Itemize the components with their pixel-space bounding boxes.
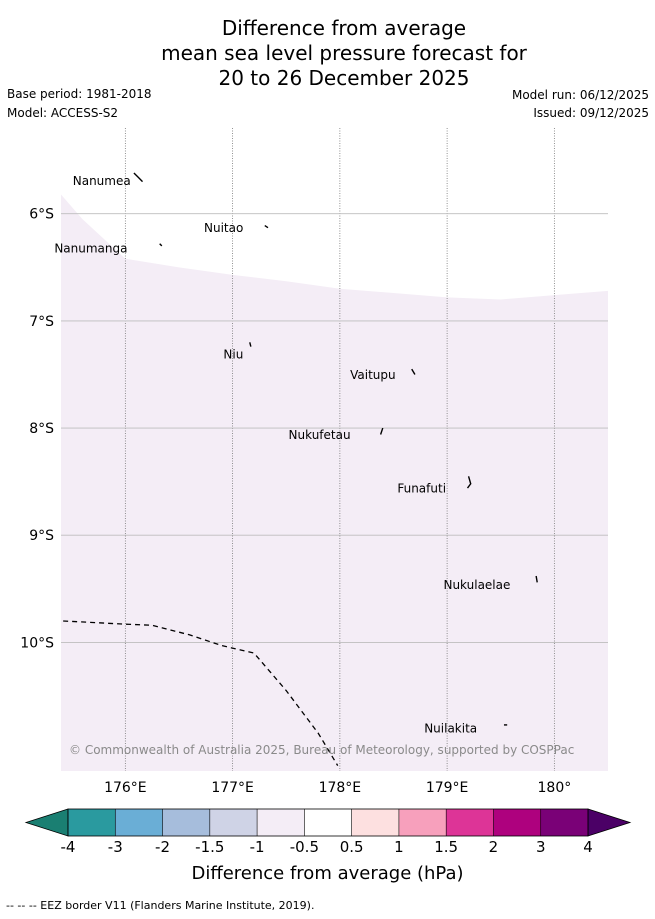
colorbar-tick-label: 0.5 xyxy=(339,838,364,856)
colorbar-segment xyxy=(257,809,305,836)
island-label: Nuilakita xyxy=(424,721,477,735)
colorbar-segment xyxy=(68,809,116,836)
base-period: Base period: 1981-2018 xyxy=(7,87,152,101)
colorbar-segment xyxy=(540,809,588,836)
lon-tick-label: 180° xyxy=(538,780,572,796)
eez-border-line xyxy=(63,620,339,766)
colorbar-label: Difference from average (hPa) xyxy=(191,863,464,884)
island-label: Nukulaelae xyxy=(443,578,510,592)
colorbar-tick-label: -1.5 xyxy=(195,838,225,856)
issued-date: Issued: 09/12/2025 xyxy=(533,106,649,120)
colorbar-frame xyxy=(67,808,589,837)
lat-tick-label: 6°S xyxy=(29,207,54,223)
map-title: Difference from average mean sea level p… xyxy=(0,16,655,91)
island-outline xyxy=(133,172,144,183)
island-outline xyxy=(411,368,416,375)
lon-tick-label: 177°E xyxy=(211,780,254,796)
colorbar-tick-label: -3 xyxy=(107,838,123,856)
pressure-anomaly-area xyxy=(61,194,608,771)
model-name: Model: ACCESS-S2 xyxy=(7,106,119,120)
colorbar-segment xyxy=(162,809,210,836)
title-line-3: 20 to 26 December 2025 xyxy=(218,66,470,90)
colorbar-segment xyxy=(493,809,541,836)
lon-tick-label: 179°E xyxy=(426,780,469,796)
island-niu: Niu xyxy=(223,342,252,361)
island-outline xyxy=(159,243,163,247)
colorbar-ticks: -4 -3 -2 -1.5 -1 -0.5 0.5 1 1.5 2 3 4 xyxy=(0,838,655,858)
island-label: Niu xyxy=(223,347,243,361)
title-line-1: Difference from average xyxy=(221,16,467,40)
lat-tick-label: 9°S xyxy=(29,528,54,544)
colorbar-tick-label: 1.5 xyxy=(434,838,459,856)
copyright-notice: © Commonwealth of Australia 2025, Bureau… xyxy=(69,743,574,757)
colorbar-segment xyxy=(351,809,399,836)
island-nanumanga: Nanumanga xyxy=(54,241,163,255)
colorbar-segment xyxy=(398,809,447,836)
island-nanumea: Nanumea xyxy=(73,172,144,188)
island-label: Vaitupu xyxy=(350,368,396,382)
island-label: Nukufetau xyxy=(289,428,351,442)
island-outline xyxy=(379,427,384,435)
island-nuilakita: Nuilakita xyxy=(424,721,508,735)
colorbar-tick-label: -4 xyxy=(60,838,76,856)
lon-tick-label: 176°E xyxy=(104,780,147,796)
lat-tick-label: 8°S xyxy=(29,421,54,437)
model-run: Model run: 06/12/2025 xyxy=(511,88,649,102)
colorbar-tick-label: 1 xyxy=(394,838,404,856)
island-outline xyxy=(466,476,472,489)
colorbar-segment xyxy=(446,809,494,836)
lon-tick-label: 178°E xyxy=(319,780,362,796)
island-label: Nanumanga xyxy=(54,241,127,255)
colorbar-tick-label: 2 xyxy=(488,838,499,856)
island-funafuti: Funafuti xyxy=(397,476,472,495)
colorbar-tick-label: 3 xyxy=(535,838,546,856)
colorbar-segment xyxy=(304,809,352,836)
island-nukufetau: Nukufetau xyxy=(289,427,384,442)
colorbar-tick-label: -2 xyxy=(155,838,171,856)
island-label: Nanumea xyxy=(73,174,131,188)
colorbar-under-arrow xyxy=(24,808,69,837)
island-nukulaelae: Nukulaelae xyxy=(443,575,538,592)
island-nuitao: Nuitao xyxy=(204,221,269,235)
title-line-2: mean sea level pressure forecast for xyxy=(161,41,527,65)
colorbar-over-arrow xyxy=(587,808,632,837)
island-label: Funafuti xyxy=(397,481,446,495)
colorbar-tick-label: -0.5 xyxy=(289,838,319,856)
colorbar-segment xyxy=(209,809,258,836)
lat-tick-label: 7°S xyxy=(29,314,54,330)
island-label: Nuitao xyxy=(204,221,243,235)
eez-legend: -- -- -- EEZ border V11 (Flanders Marine… xyxy=(6,899,315,912)
lat-tick-label: 10°S xyxy=(20,635,54,651)
island-outline xyxy=(249,342,252,347)
colorbar-tick-label: 4 xyxy=(583,838,593,856)
colorbar-segment xyxy=(115,809,163,836)
colorbar-tick-label: -1 xyxy=(249,838,265,856)
island-outline xyxy=(535,575,538,583)
island-vaitupu: Vaitupu xyxy=(350,368,416,382)
island-outline xyxy=(264,224,269,229)
